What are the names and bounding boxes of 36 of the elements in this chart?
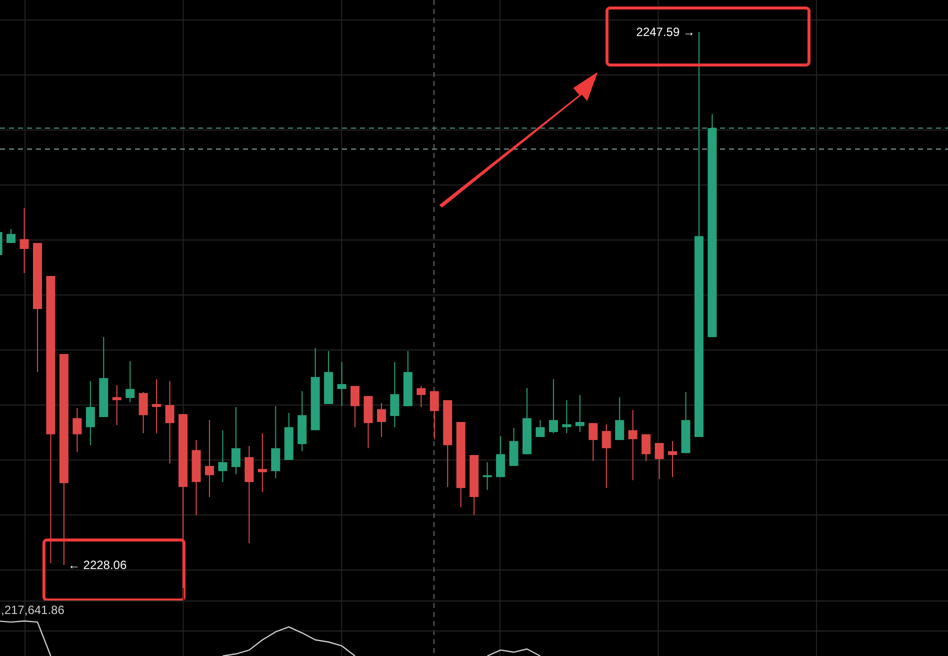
candlestick — [6, 228, 16, 244]
candlestick — [165, 380, 174, 464]
candlestick — [231, 406, 240, 475]
text: ,217,641.86 — [1, 603, 65, 617]
candlestick — [548, 378, 558, 434]
candlestick — [536, 420, 545, 438]
candlestick — [416, 385, 426, 408]
candlestick — [602, 424, 611, 489]
candlestick — [112, 384, 122, 426]
candlestick — [496, 436, 506, 478]
candlestick — [337, 361, 346, 407]
candlestick — [615, 396, 624, 441]
candlestick — [642, 434, 651, 462]
candlestick — [588, 422, 598, 462]
candlestick — [482, 462, 492, 490]
candlestick — [72, 408, 82, 453]
candlestick — [258, 432, 267, 493]
candlestick — [152, 378, 162, 434]
candlestick — [271, 406, 280, 479]
candlestick — [430, 390, 439, 440]
candlestick — [376, 402, 386, 438]
candlestick — [218, 430, 228, 483]
candlestick — [668, 440, 678, 478]
candlestick — [86, 380, 95, 446]
annotation: 2247.59 → — [636, 25, 695, 39]
candlestick — [138, 391, 148, 434]
candlestick — [204, 420, 214, 498]
candlestick — [628, 409, 638, 481]
candlestick — [126, 360, 135, 403]
candlestick — [654, 442, 664, 480]
candlestick — [390, 361, 400, 428]
candlestick — [20, 208, 29, 274]
annotation: ← 2228.06 — [68, 558, 127, 572]
candlestick — [350, 385, 360, 428]
candlestick — [575, 394, 584, 433]
candlestick — [562, 400, 572, 434]
